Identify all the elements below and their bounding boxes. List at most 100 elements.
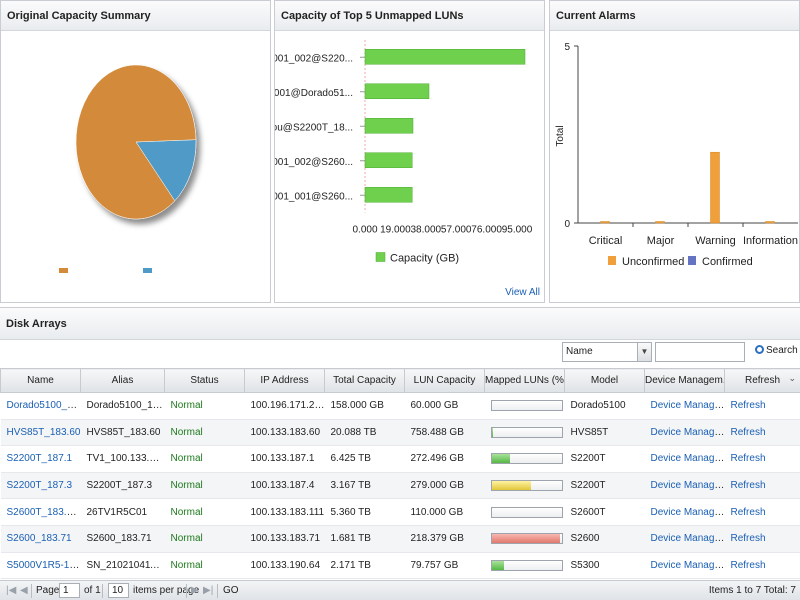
array-ip: 100.196.171.203 [250, 400, 325, 412]
search-input[interactable] [655, 342, 745, 362]
array-status: Normal [170, 426, 203, 438]
array-name-link[interactable]: S2600_183.71 [6, 533, 72, 545]
table-row[interactable]: S2600T_183.111 26TV1R5C01 Normal 100.133.18… [0, 498, 800, 526]
legend-swatch-capacity [375, 252, 386, 262]
column-header-model[interactable]: Model [564, 368, 645, 393]
table-row[interactable]: S5000V1R5-190.65 SN_210210411485B... Norma… [0, 552, 800, 580]
refresh-link[interactable]: Refresh [730, 400, 766, 412]
table-row[interactable]: S2600_183.71 S2600_183.71 Normal 100.133.18… [0, 525, 800, 553]
table-cell [484, 445, 565, 473]
refresh-link[interactable]: Refresh [730, 559, 766, 571]
array-name-link[interactable]: S2200T_187.1 [6, 453, 73, 465]
last-page-icon[interactable]: ▶| [203, 585, 214, 596]
x-tick-label: 57.000 [441, 225, 472, 236]
refresh-link[interactable]: Refresh [730, 453, 766, 465]
device-management-link[interactable]: Device Management [650, 480, 725, 492]
device-management-link[interactable]: Device Management [650, 533, 725, 545]
array-ip: 100.133.183.111 [250, 506, 325, 518]
per-page-input[interactable]: 10 [108, 583, 129, 598]
lun-bar [364, 49, 526, 65]
refresh-link[interactable]: Refresh [730, 480, 766, 492]
mapped-luns-fill [491, 534, 561, 544]
current-alarms-title: Current Alarms [550, 1, 799, 31]
filter-field-value: Name [566, 346, 593, 357]
prev-page-icon[interactable]: ◀ [20, 585, 28, 596]
array-name-link[interactable]: HVS85T_183.60 [6, 426, 81, 438]
table-cell: Device Management [644, 472, 725, 500]
array-total-capacity: 5.360 TB [330, 506, 371, 518]
column-menu-icon[interactable]: ⌄ [788, 373, 796, 383]
refresh-link[interactable]: Refresh [730, 426, 766, 438]
column-header-status[interactable]: Status [164, 368, 245, 393]
device-management-link[interactable]: Device Management [650, 400, 725, 412]
array-alias: S2200T_187.3 [86, 480, 153, 492]
table-cell: S2200T_187.3 [0, 472, 81, 500]
table-row[interactable]: HVS85T_183.60 HVS85T_183.60 Normal 100.133.… [0, 419, 800, 447]
column-header-refresh[interactable]: Refresh ⌄ [724, 368, 800, 393]
device-management-link[interactable]: Device Management [650, 453, 725, 465]
lun-bar [364, 118, 414, 134]
column-header-name[interactable]: Name [0, 368, 81, 393]
filter-field-select[interactable]: Name ▼ [562, 342, 652, 362]
pager-divider [31, 584, 32, 598]
array-name-link[interactable]: S2600T_183.111 [6, 506, 81, 518]
table-cell: 279.000 GB [404, 472, 485, 500]
array-lun-capacity: 79.757 GB [410, 559, 459, 571]
page-number-input[interactable]: 1 [59, 583, 80, 598]
array-total-capacity: 158.000 GB [330, 400, 384, 412]
go-button[interactable]: GO [223, 585, 239, 596]
column-header-device-management[interactable]: Device Managem... [644, 368, 725, 393]
pie-legend-swatch [59, 268, 68, 273]
array-name-link[interactable]: Dorado5100_171.203 [6, 400, 81, 412]
column-header-ip-address[interactable]: IP Address [244, 368, 325, 393]
column-header-total-capacity[interactable]: Total Capacity [324, 368, 405, 393]
search-button[interactable]: Search [755, 345, 798, 356]
array-total-capacity: 1.681 TB [330, 533, 371, 545]
table-cell: Normal [164, 552, 245, 580]
table-cell: S2600T_183.111 [0, 498, 81, 526]
column-header-lun-capacity[interactable]: LUN Capacity [404, 368, 485, 393]
column-header-alias[interactable]: Alias [80, 368, 165, 393]
device-management-link[interactable]: Device Management [650, 506, 725, 518]
pager: |◀ ◀ Page 1 of 1 10 items per page ▶ ▶| … [0, 580, 800, 600]
array-ip: 100.133.183.71 [250, 533, 321, 545]
table-cell: 79.757 GB [404, 552, 485, 580]
table-cell: Device Management [644, 552, 725, 580]
top-luns-bar-chart: LUN001_002@S220... LUN001@Dorado51... siyo… [275, 40, 533, 265]
refresh-link[interactable]: Refresh [730, 506, 766, 518]
table-cell: Dorado5100 [564, 392, 645, 420]
column-header-mapped-luns[interactable]: Mapped LUNs (%) [484, 368, 565, 393]
device-management-link[interactable]: Device Management [650, 426, 725, 438]
array-total-capacity: 3.167 TB [330, 480, 371, 492]
first-page-icon[interactable]: |◀ [6, 585, 17, 596]
table-cell: 272.496 GB [404, 445, 485, 473]
x-tick-label: 19.000 [380, 225, 411, 236]
array-name-link[interactable]: S5000V1R5-190.65 [6, 559, 81, 571]
table-cell: 6.425 TB [324, 445, 405, 473]
table-cell: S2200T [564, 445, 645, 473]
view-all-link[interactable]: View All [505, 287, 540, 298]
table-cell: Refresh [724, 525, 800, 553]
top-luns-panel: Capacity of Top 5 Unmapped LUNs LUN001_0… [274, 0, 545, 303]
table-cell: Normal [164, 525, 245, 553]
refresh-link[interactable]: Refresh [730, 533, 766, 545]
device-management-link[interactable]: Device Management [650, 559, 725, 571]
table-cell: Dorado5100_171.203 [0, 392, 81, 420]
next-page-icon[interactable]: ▶ [191, 585, 199, 596]
table-cell: Refresh [724, 392, 800, 420]
pie-slice [135, 139, 197, 202]
table-row[interactable]: S2200T_187.3 S2200T_187.3 Normal 100.133.18… [0, 472, 800, 500]
legend-label-unconfirmed: Unconfirmed [622, 256, 684, 268]
array-name-link[interactable]: S2200T_187.3 [6, 480, 73, 492]
table-row[interactable]: Dorado5100_171.203 Dorado5100_171.203 Norm… [0, 392, 800, 420]
table-cell: SN_210210411485B... [80, 552, 165, 580]
pie-group [75, 64, 197, 220]
table-cell: 218.379 GB [404, 525, 485, 553]
array-ip: 100.133.187.1 [250, 453, 315, 465]
table-row[interactable]: S2200T_187.1 TV1_100.133.187.1... Normal 10… [0, 445, 800, 473]
search-button-label: Search [766, 345, 798, 356]
disk-arrays-title: Disk Arrays [0, 308, 800, 340]
table-cell: Refresh [724, 419, 800, 447]
array-lun-capacity: 218.379 GB [410, 533, 464, 545]
table-cell: S2200T_187.3 [80, 472, 165, 500]
